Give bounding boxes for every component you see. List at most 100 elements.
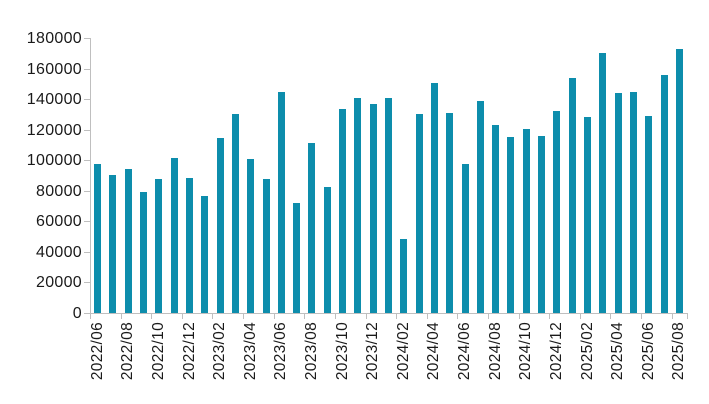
x-tick-mark [181,314,183,319]
bar [538,135,546,313]
x-tick-mark [579,314,581,319]
x-axis-tick-label: 2024/08 [486,322,504,381]
x-tick-mark [212,314,214,319]
bar [446,112,454,313]
x-axis-tick-label: 2024/04 [425,322,443,381]
bar [415,114,423,313]
bar [507,137,515,313]
x-axis-tick-label: 2023/08 [302,322,320,381]
bar [599,53,607,313]
x-tick-mark [396,314,398,319]
bar [231,114,239,313]
bar [675,49,683,313]
x-axis-tick-label: 2023/10 [333,322,351,381]
bar [262,178,270,313]
x-axis-tick-label: 2022/12 [180,322,198,381]
y-tick-mark [84,68,90,70]
x-tick-mark [671,314,673,319]
bar [170,157,178,313]
bar [247,158,255,313]
bar [568,77,576,313]
y-axis-tick-label: 120000 [26,121,82,139]
x-axis-tick-label: 2022/10 [149,322,167,381]
bar [354,97,362,313]
x-tick-mark [457,314,459,319]
y-tick-mark [84,313,90,314]
x-axis-line [90,313,688,314]
y-tick-mark [84,38,90,39]
x-axis-tick-label: 2024/02 [394,322,412,381]
bar [124,168,132,313]
bar [614,93,622,313]
x-tick-mark [549,314,551,319]
x-tick-mark [304,314,306,319]
bar [323,186,331,313]
bar [109,174,117,313]
x-axis-tick-label: 2023/04 [241,322,259,381]
bar [584,116,591,313]
x-tick-mark [518,314,520,319]
x-tick-mark [90,314,91,319]
y-axis-tick-label: 40000 [36,243,82,261]
x-tick-mark [334,314,336,319]
bar [400,238,408,313]
bar [492,125,500,313]
x-tick-mark [641,314,643,319]
bar [385,98,392,313]
bar [94,164,102,313]
x-tick-mark [687,314,688,319]
x-axis-tick-label: 2025/06 [639,322,657,381]
x-axis-tick-label: 2023/12 [364,322,382,381]
y-axis-tick-label: 140000 [26,91,82,109]
bar [369,104,377,313]
x-axis-tick-label: 2022/08 [119,322,137,381]
x-axis-tick-label: 2022/06 [88,322,106,381]
y-tick-mark [84,221,90,223]
x-tick-mark [426,314,428,319]
y-tick-mark [84,251,90,253]
bar [476,100,484,313]
x-axis-tick-label: 2025/04 [609,322,627,381]
bar [308,142,316,313]
x-tick-mark [151,314,153,319]
bar [461,164,469,313]
y-axis-tick-label: 80000 [36,182,82,200]
bar [216,138,224,313]
y-tick-mark [84,190,90,192]
bar [140,192,148,313]
x-tick-mark [488,314,489,319]
x-tick-mark [610,314,612,319]
y-tick-mark [84,160,90,162]
y-axis-tick-label: 160000 [26,60,82,78]
bar [155,179,163,313]
bar [277,92,285,313]
bar [553,110,561,313]
x-axis-tick-label: 2024/06 [456,322,474,381]
y-tick-mark [84,282,90,284]
bar [645,115,653,313]
y-axis-tick-label: 180000 [26,30,82,47]
x-tick-mark [120,314,122,319]
x-axis-tick-label: 2025/02 [578,322,596,381]
y-axis-tick-label: 100000 [26,152,82,170]
y-tick-mark [84,129,90,131]
bar [339,109,347,313]
y-axis-tick-label: 20000 [36,274,82,292]
x-tick-mark [273,314,275,319]
bar [660,74,668,313]
x-axis-tick-label: 2025/08 [670,322,688,381]
x-axis-tick-label: 2024/12 [547,322,565,381]
bar [201,196,209,313]
x-axis-tick-label: 2024/10 [517,322,535,381]
y-axis-line [90,38,91,314]
x-axis-tick-label: 2023/06 [272,322,290,381]
y-axis-tick-label: 0 [72,305,82,322]
x-tick-mark [243,314,245,319]
y-axis-tick-label: 60000 [36,213,82,231]
x-tick-mark [365,314,367,319]
bar [522,128,530,313]
bar [629,92,637,313]
bar [430,83,438,313]
bar [293,203,301,313]
